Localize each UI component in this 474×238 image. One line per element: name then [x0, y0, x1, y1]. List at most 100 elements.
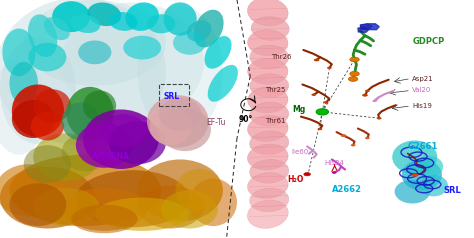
- Ellipse shape: [109, 12, 137, 31]
- Text: GDPCP: GDPCP: [412, 37, 445, 46]
- Text: His19: His19: [412, 103, 432, 109]
- Ellipse shape: [24, 0, 166, 86]
- Ellipse shape: [66, 87, 114, 139]
- Circle shape: [316, 109, 328, 115]
- Ellipse shape: [137, 6, 223, 137]
- Ellipse shape: [159, 108, 211, 151]
- Ellipse shape: [62, 2, 204, 121]
- Ellipse shape: [109, 121, 166, 164]
- Ellipse shape: [28, 14, 57, 57]
- Ellipse shape: [9, 155, 161, 226]
- Ellipse shape: [419, 175, 448, 196]
- Ellipse shape: [161, 190, 218, 228]
- Text: SRL: SRL: [164, 92, 180, 101]
- Polygon shape: [360, 24, 372, 30]
- Ellipse shape: [62, 133, 109, 171]
- Ellipse shape: [71, 205, 137, 233]
- Ellipse shape: [78, 40, 111, 64]
- Ellipse shape: [28, 43, 66, 71]
- Ellipse shape: [33, 89, 71, 123]
- Ellipse shape: [83, 90, 116, 121]
- Ellipse shape: [33, 188, 100, 226]
- Ellipse shape: [164, 2, 197, 36]
- Ellipse shape: [76, 123, 133, 168]
- Ellipse shape: [250, 45, 289, 69]
- Ellipse shape: [250, 188, 289, 212]
- Ellipse shape: [2, 29, 36, 76]
- Ellipse shape: [123, 36, 161, 60]
- Circle shape: [304, 173, 310, 176]
- Text: H₂O: H₂O: [287, 175, 303, 184]
- Ellipse shape: [149, 107, 192, 145]
- Circle shape: [341, 134, 346, 137]
- Ellipse shape: [71, 15, 100, 33]
- Ellipse shape: [0, 60, 47, 155]
- Ellipse shape: [9, 183, 66, 226]
- Ellipse shape: [247, 173, 288, 199]
- Polygon shape: [366, 24, 379, 30]
- Ellipse shape: [187, 20, 211, 42]
- Circle shape: [327, 67, 332, 69]
- Ellipse shape: [247, 0, 288, 26]
- Ellipse shape: [173, 31, 206, 55]
- Ellipse shape: [402, 159, 442, 190]
- Ellipse shape: [247, 144, 288, 170]
- Text: A/T-tRNA: A/T-tRNA: [92, 151, 130, 160]
- Ellipse shape: [31, 112, 64, 140]
- Text: G2661: G2661: [408, 142, 438, 151]
- Ellipse shape: [193, 10, 224, 47]
- Ellipse shape: [44, 17, 70, 40]
- Ellipse shape: [147, 14, 175, 33]
- Ellipse shape: [0, 164, 62, 217]
- Ellipse shape: [415, 156, 443, 177]
- Circle shape: [377, 117, 382, 119]
- Ellipse shape: [190, 178, 237, 226]
- Ellipse shape: [0, 167, 95, 228]
- Circle shape: [324, 101, 328, 104]
- Ellipse shape: [12, 100, 55, 138]
- Text: 90°: 90°: [239, 115, 253, 124]
- Ellipse shape: [205, 36, 231, 69]
- Ellipse shape: [76, 170, 190, 227]
- Ellipse shape: [12, 84, 64, 137]
- Text: Thr25: Thr25: [265, 87, 286, 94]
- Ellipse shape: [250, 159, 289, 183]
- Ellipse shape: [251, 17, 289, 40]
- Ellipse shape: [175, 169, 223, 212]
- Ellipse shape: [247, 200, 288, 228]
- Text: EF-Tu: EF-Tu: [206, 118, 226, 127]
- Ellipse shape: [247, 58, 288, 84]
- Ellipse shape: [147, 95, 209, 148]
- Text: SRL: SRL: [443, 186, 461, 195]
- Circle shape: [311, 94, 316, 96]
- Ellipse shape: [83, 109, 159, 169]
- Ellipse shape: [392, 140, 437, 174]
- Ellipse shape: [9, 62, 38, 105]
- Ellipse shape: [62, 102, 100, 140]
- Ellipse shape: [87, 2, 121, 26]
- Ellipse shape: [208, 65, 238, 102]
- Ellipse shape: [137, 159, 223, 221]
- Ellipse shape: [62, 188, 147, 231]
- Text: A2662: A2662: [332, 185, 362, 194]
- Circle shape: [318, 128, 322, 130]
- Ellipse shape: [126, 2, 159, 31]
- Circle shape: [350, 71, 359, 76]
- Polygon shape: [358, 27, 369, 32]
- Text: Val20: Val20: [412, 87, 432, 94]
- Text: Ile60: Ile60: [292, 149, 309, 155]
- Circle shape: [365, 137, 370, 139]
- Ellipse shape: [159, 98, 201, 131]
- Ellipse shape: [100, 114, 147, 148]
- Ellipse shape: [33, 133, 100, 181]
- Ellipse shape: [95, 198, 190, 231]
- Ellipse shape: [0, 37, 76, 144]
- Ellipse shape: [250, 131, 289, 155]
- Text: His84: His84: [325, 160, 345, 166]
- Circle shape: [362, 94, 368, 97]
- Ellipse shape: [52, 1, 90, 32]
- Ellipse shape: [247, 115, 288, 142]
- Circle shape: [314, 59, 319, 61]
- Circle shape: [351, 144, 356, 146]
- Circle shape: [350, 57, 359, 62]
